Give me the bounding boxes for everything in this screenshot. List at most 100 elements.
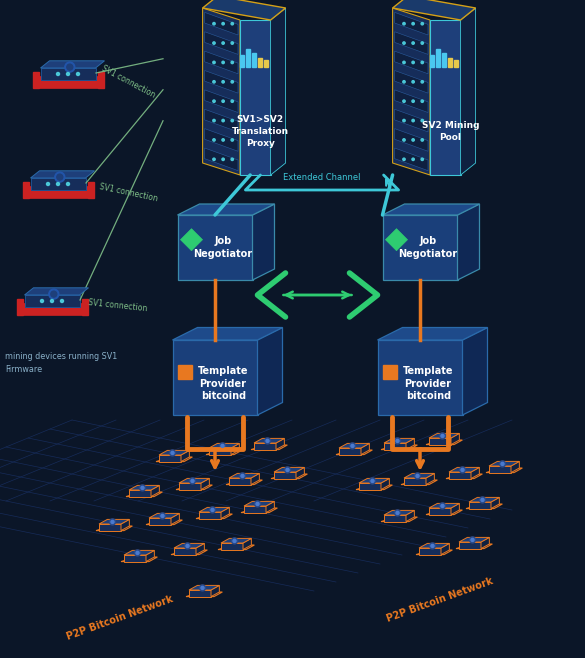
Polygon shape: [395, 128, 428, 151]
Bar: [448, 57, 452, 66]
Circle shape: [222, 100, 224, 103]
Polygon shape: [40, 61, 105, 68]
Circle shape: [481, 498, 484, 501]
Polygon shape: [451, 503, 459, 515]
Circle shape: [77, 72, 80, 76]
Circle shape: [67, 182, 70, 186]
Circle shape: [231, 139, 233, 141]
Circle shape: [351, 444, 354, 447]
Polygon shape: [395, 32, 428, 55]
Circle shape: [231, 100, 233, 103]
Circle shape: [55, 172, 65, 182]
Circle shape: [50, 299, 53, 303]
Polygon shape: [221, 538, 252, 543]
Circle shape: [421, 42, 424, 44]
Polygon shape: [456, 544, 493, 549]
Polygon shape: [205, 70, 238, 93]
Circle shape: [421, 158, 424, 161]
Polygon shape: [426, 473, 434, 484]
Circle shape: [213, 158, 215, 161]
Circle shape: [396, 440, 399, 442]
Polygon shape: [205, 51, 238, 74]
Polygon shape: [244, 506, 266, 513]
Polygon shape: [463, 328, 487, 415]
Polygon shape: [395, 70, 428, 93]
Circle shape: [403, 100, 405, 103]
Polygon shape: [257, 328, 283, 415]
Text: P2P Bitcoin Network: P2P Bitcoin Network: [66, 594, 175, 642]
Polygon shape: [25, 288, 88, 295]
Polygon shape: [457, 204, 480, 280]
Polygon shape: [176, 485, 212, 490]
Polygon shape: [426, 440, 462, 445]
Polygon shape: [359, 478, 390, 483]
Polygon shape: [126, 492, 163, 497]
Circle shape: [211, 509, 214, 511]
Circle shape: [213, 81, 215, 83]
Polygon shape: [30, 171, 95, 178]
Polygon shape: [296, 467, 304, 478]
Polygon shape: [419, 544, 449, 548]
Polygon shape: [177, 215, 253, 280]
Circle shape: [222, 42, 224, 44]
Polygon shape: [196, 544, 204, 555]
Polygon shape: [177, 204, 274, 215]
Polygon shape: [174, 548, 196, 555]
Polygon shape: [196, 514, 232, 519]
Polygon shape: [171, 513, 180, 524]
Polygon shape: [186, 592, 222, 597]
Circle shape: [139, 485, 146, 491]
Circle shape: [49, 289, 59, 299]
Polygon shape: [205, 90, 238, 113]
Bar: [240, 55, 245, 66]
Circle shape: [219, 443, 225, 449]
Polygon shape: [276, 438, 284, 449]
Circle shape: [231, 158, 233, 161]
Polygon shape: [336, 450, 373, 455]
Polygon shape: [481, 538, 490, 549]
Polygon shape: [377, 340, 463, 415]
Polygon shape: [99, 519, 129, 524]
Circle shape: [421, 22, 424, 25]
Text: Template
Provider: Template Provider: [198, 367, 248, 389]
Circle shape: [191, 480, 194, 482]
Circle shape: [51, 291, 57, 297]
Circle shape: [221, 444, 224, 447]
Polygon shape: [179, 478, 209, 483]
Circle shape: [136, 551, 139, 555]
Polygon shape: [229, 478, 251, 484]
Polygon shape: [429, 503, 459, 508]
Text: Template
Provider: Template Provider: [402, 367, 453, 389]
Polygon shape: [395, 51, 428, 74]
Polygon shape: [429, 438, 451, 445]
Text: mining devices running SV1
Firmware: mining devices running SV1 Firmware: [5, 352, 117, 374]
Circle shape: [231, 61, 233, 64]
Circle shape: [231, 42, 233, 44]
Circle shape: [231, 22, 233, 25]
Polygon shape: [121, 519, 129, 530]
Bar: [252, 53, 256, 66]
Circle shape: [111, 520, 114, 523]
Circle shape: [213, 139, 215, 141]
Circle shape: [209, 507, 215, 513]
Polygon shape: [430, 20, 460, 175]
Polygon shape: [253, 204, 274, 280]
Circle shape: [67, 72, 70, 76]
Circle shape: [264, 438, 270, 444]
Circle shape: [222, 139, 224, 141]
Bar: [246, 49, 250, 66]
Polygon shape: [266, 501, 274, 513]
Circle shape: [190, 478, 195, 484]
Bar: [436, 49, 441, 66]
Circle shape: [371, 480, 374, 482]
Polygon shape: [26, 186, 91, 194]
Circle shape: [439, 503, 446, 509]
Polygon shape: [205, 128, 238, 151]
Polygon shape: [159, 451, 190, 455]
Bar: [33, 72, 39, 88]
Polygon shape: [201, 478, 209, 490]
Polygon shape: [181, 229, 202, 251]
Polygon shape: [129, 490, 151, 497]
Circle shape: [415, 473, 421, 479]
Polygon shape: [395, 109, 428, 132]
